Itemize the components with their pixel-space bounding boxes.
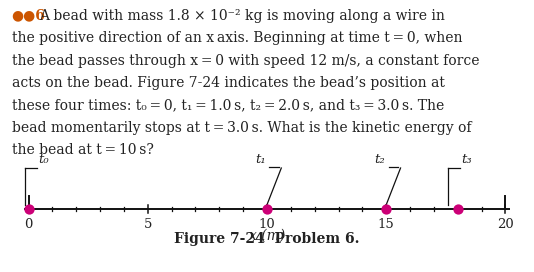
Point bbox=[24, 207, 33, 211]
Text: 20: 20 bbox=[497, 218, 514, 231]
Text: 5: 5 bbox=[144, 218, 152, 231]
Text: 10: 10 bbox=[258, 218, 276, 231]
Text: t₃: t₃ bbox=[461, 153, 472, 166]
Text: the bead passes through x = 0 with speed 12 m/s, a constant force: the bead passes through x = 0 with speed… bbox=[12, 54, 479, 67]
Text: bead momentarily stops at t = 3.0 s. What is the kinetic energy of: bead momentarily stops at t = 3.0 s. Wha… bbox=[12, 120, 471, 135]
Text: A bead with mass 1.8 × 10⁻² kg is moving along a wire in: A bead with mass 1.8 × 10⁻² kg is moving… bbox=[38, 9, 445, 23]
Text: t₁: t₁ bbox=[255, 153, 266, 166]
Text: the bead at t = 10 s?: the bead at t = 10 s? bbox=[12, 143, 154, 157]
Text: Figure 7-24  Problem 6.: Figure 7-24 Problem 6. bbox=[174, 232, 360, 246]
Text: the positive direction of an x axis. Beginning at time t = 0, when: the positive direction of an x axis. Beg… bbox=[12, 31, 462, 45]
Text: these four times: t₀ = 0, t₁ = 1.0 s, t₂ = 2.0 s, and t₃ = 3.0 s. The: these four times: t₀ = 0, t₁ = 1.0 s, t₂… bbox=[12, 98, 444, 112]
Text: t₂: t₂ bbox=[374, 153, 385, 166]
Point bbox=[453, 207, 462, 211]
Point bbox=[382, 207, 390, 211]
Text: 15: 15 bbox=[378, 218, 395, 231]
Text: acts on the bead. Figure 7-24 indicates the bead’s position at: acts on the bead. Figure 7-24 indicates … bbox=[12, 76, 445, 90]
Text: x (m): x (m) bbox=[249, 228, 285, 242]
Text: t₀: t₀ bbox=[38, 153, 49, 166]
Text: 0: 0 bbox=[25, 218, 33, 231]
Text: ●●6: ●●6 bbox=[12, 9, 45, 23]
Point bbox=[263, 207, 271, 211]
